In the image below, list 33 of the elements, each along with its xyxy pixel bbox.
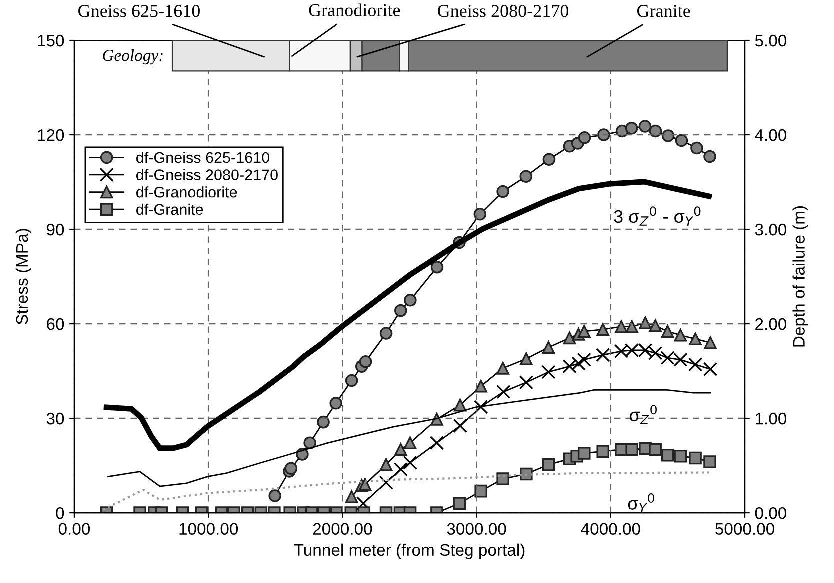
- annotation: Granodiorite: [309, 4, 400, 16]
- x-axis-title: Tunnel meter (from Steg portal): [294, 544, 525, 560]
- text: Gneiss 2080-2170: [438, 5, 569, 18]
- x-tick-label: 5000.00: [716, 523, 774, 536]
- annotation: 3 σ$_{Z}$$^{0}$ - σ$_{Y}$$^{0}$: [614, 206, 701, 226]
- x-tick-label: 0.00: [58, 523, 90, 536]
- y2-tick-label: 2.00: [756, 318, 787, 330]
- y2-tick-label: 1.00: [756, 412, 787, 425]
- y2-tick-label: 4.00: [755, 129, 787, 142]
- x-tick-label: 3000.00: [447, 523, 506, 536]
- y2-tick-label: 5.00: [755, 34, 787, 47]
- text: Gneiss 625-1610: [78, 5, 200, 18]
- text: Granite: [637, 5, 690, 18]
- y2-axis-title: Depth of failure (m): [792, 206, 808, 347]
- y-tick-label: 30: [46, 412, 64, 425]
- y-tick-label: 0: [56, 507, 64, 520]
- legend-label: df-Granodiorite: [136, 186, 238, 198]
- y-tick-label: 150: [38, 34, 64, 47]
- x-tick-label: 1000.00: [180, 523, 238, 536]
- x-tick-label: 2000.00: [313, 523, 372, 536]
- y-tick-label: 120: [38, 129, 64, 142]
- y-axis-title: Stress (MPa): [16, 229, 32, 325]
- legend-label: df-Gneiss 625-1610: [136, 152, 270, 164]
- y2-tick-label: 3.00: [755, 224, 787, 236]
- y-tick-label: 60: [47, 318, 64, 330]
- y-tick-label: 90: [47, 224, 64, 236]
- legend-label: df-Gneiss 2080-2170: [136, 169, 278, 180]
- x-tick-label: 4000.00: [581, 523, 640, 536]
- y2-tick-label: 0.00: [755, 507, 787, 520]
- annotation: σ$_{Z}$$^{0}$: [630, 405, 657, 424]
- annotation: Geology:: [103, 49, 163, 65]
- annotation: σ$_{Y}$$^{0}$: [628, 493, 654, 513]
- legend-label: df-Granite: [136, 204, 204, 216]
